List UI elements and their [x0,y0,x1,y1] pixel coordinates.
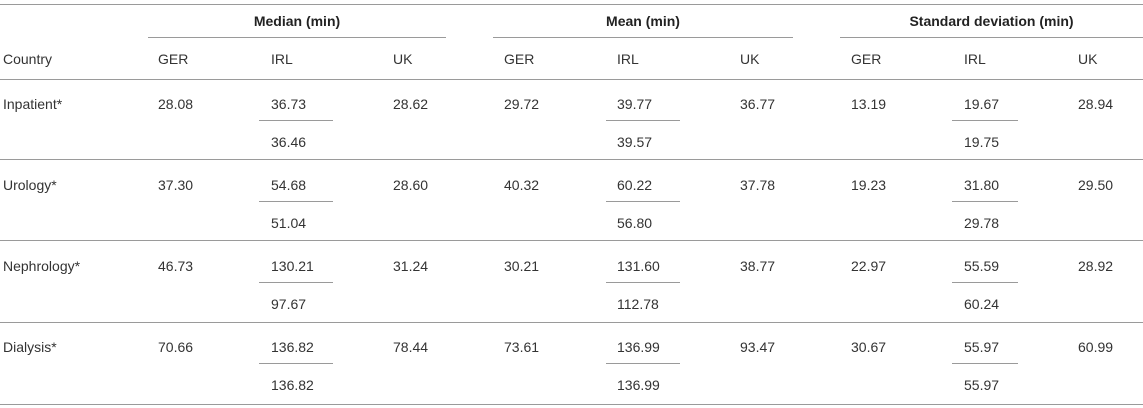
irl-split-line [952,120,1018,121]
cell-dialysis-sd-uk: 60.99 [1078,339,1114,355]
cell-inpatient-mean-irl-1: 39.77 [617,96,653,112]
irl-split-line [606,363,680,364]
sub-header-median-uk: UK [393,51,413,67]
sub-header-sd-ger: GER [851,51,882,67]
cell-dialysis-mean-ger: 73.61 [504,339,540,355]
cell-inpatient-median-irl-2: 36.46 [271,134,307,150]
table-top-border [0,4,1143,5]
sub-header-sd-uk: UK [1078,51,1098,67]
irl-split-line [259,201,333,202]
cell-urology-sd-irl-2: 29.78 [964,215,1000,231]
cell-inpatient-mean-irl-2: 39.57 [617,134,653,150]
cell-dialysis-median-irl-1: 136.82 [271,339,314,355]
cell-urology-median-irl-1: 54.68 [271,177,307,193]
irl-split-line [952,363,1018,364]
cell-nephrology-sd-ger: 22.97 [851,258,887,274]
row-divider [0,322,1143,323]
row-divider [0,159,1143,160]
cell-inpatient-sd-irl-1: 19.67 [964,96,1000,112]
cell-dialysis-mean-irl-2: 136.99 [617,377,660,393]
cell-nephrology-sd-irl-1: 55.59 [964,258,1000,274]
group-underline-mean [493,37,793,38]
sub-header-median-ger: GER [158,51,189,67]
cell-inpatient-mean-uk: 36.77 [740,96,776,112]
row-label-inpatient: Inpatient* [3,96,63,112]
cell-dialysis-mean-uk: 93.47 [740,339,776,355]
cell-nephrology-sd-uk: 28.92 [1078,258,1114,274]
group-header-median: Median (min) [253,13,341,29]
cell-inpatient-median-uk: 28.62 [393,96,429,112]
cell-nephrology-sd-irl-2: 60.24 [964,296,1000,312]
irl-split-line [606,201,680,202]
sub-header-mean-uk: UK [740,51,760,67]
cell-urology-sd-uk: 29.50 [1078,177,1114,193]
cell-dialysis-median-irl-2: 136.82 [271,377,314,393]
row-label-urology: Urology* [3,177,57,193]
cell-nephrology-mean-uk: 38.77 [740,258,776,274]
cell-dialysis-median-uk: 78.44 [393,339,429,355]
cell-inpatient-median-ger: 28.08 [158,96,194,112]
cell-nephrology-median-ger: 46.73 [158,258,194,274]
cell-nephrology-mean-irl-2: 112.78 [617,296,659,312]
cell-nephrology-mean-irl-1: 131.60 [617,258,660,274]
cell-nephrology-median-irl-1: 130.21 [271,258,314,274]
header-bottom-border [0,79,1143,80]
cell-dialysis-sd-irl-1: 55.97 [964,339,1000,355]
cell-urology-mean-ger: 40.32 [504,177,540,193]
cell-urology-mean-irl-2: 56.80 [617,215,653,231]
cell-inpatient-sd-uk: 28.94 [1078,96,1114,112]
cell-dialysis-mean-irl-1: 136.99 [617,339,660,355]
cell-dialysis-median-ger: 70.66 [158,339,194,355]
irl-split-line [952,282,1018,283]
sub-header-mean-ger: GER [504,51,535,67]
sub-header-mean-irl: IRL [617,51,639,67]
irl-split-line [259,282,333,283]
group-underline-sd [840,37,1143,38]
cell-urology-mean-uk: 37.78 [740,177,776,193]
irl-split-line [606,282,680,283]
cell-urology-mean-irl-1: 60.22 [617,177,653,193]
cell-nephrology-mean-ger: 30.21 [504,258,540,274]
group-underline-median [148,37,446,38]
cell-dialysis-sd-ger: 30.67 [851,339,887,355]
row-divider [0,240,1143,241]
cell-nephrology-median-uk: 31.24 [393,258,429,274]
country-header: Country [3,51,53,67]
cell-nephrology-median-irl-2: 97.67 [271,296,307,312]
cell-urology-sd-irl-1: 31.80 [964,177,1000,193]
cell-urology-sd-ger: 19.23 [851,177,887,193]
irl-split-line [606,120,680,121]
irl-split-line [952,201,1018,202]
group-header-sd: Standard deviation (min) [909,13,1074,29]
cell-dialysis-sd-irl-2: 55.97 [964,377,1000,393]
irl-split-line [259,363,333,364]
cell-inpatient-sd-ger: 13.19 [851,96,887,112]
sub-header-median-irl: IRL [271,51,293,67]
cell-urology-median-ger: 37.30 [158,177,194,193]
cell-urology-median-irl-2: 51.04 [271,215,307,231]
table-bottom-border [0,404,1143,405]
group-header-mean: Mean (min) [606,13,680,29]
cell-inpatient-median-irl-1: 36.73 [271,96,307,112]
irl-split-line [259,120,333,121]
cell-urology-median-uk: 28.60 [393,177,429,193]
row-label-nephrology: Nephrology* [3,258,81,274]
cell-inpatient-sd-irl-2: 19.75 [964,134,1000,150]
cell-inpatient-mean-ger: 29.72 [504,96,540,112]
sub-header-sd-irl: IRL [964,51,986,67]
row-label-dialysis: Dialysis* [3,339,57,355]
